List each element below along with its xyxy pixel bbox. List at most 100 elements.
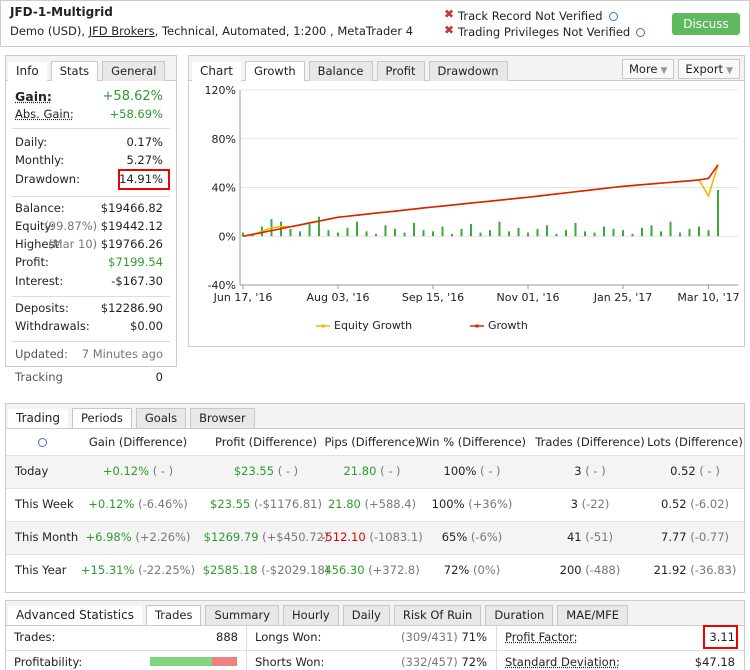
tab[interactable]: Growth [244, 61, 305, 81]
daily-bar [479, 232, 482, 237]
stat-label: Shorts Won: [255, 655, 325, 669]
stat-value: 3.11 [709, 630, 735, 644]
tab: Chart [192, 62, 241, 81]
growth-chart: -40% 0% 40% 80% 120% Jun 17, '16 Aug 03, '16 Se… [205, 84, 740, 332]
stat-label: Profit: [15, 255, 49, 269]
stat-value-box: 5.27% [126, 153, 163, 167]
period-label: This Year [15, 563, 67, 577]
tab-bar: Trading Periods Goals Browser [8, 408, 255, 428]
tab[interactable]: MAE/MFE [557, 605, 629, 625]
stat-label: Drawdown: [15, 172, 80, 186]
tab[interactable]: Daily [342, 605, 390, 625]
tab[interactable]: Balance [308, 61, 373, 81]
cell-difference: (+372.8) [368, 563, 420, 577]
daily-bar [413, 222, 415, 237]
stat-label: Highest: [15, 237, 63, 251]
tab[interactable]: Stats [50, 61, 99, 81]
daily-bar [441, 226, 444, 237]
tab[interactable]: Profit [376, 61, 425, 81]
stat-label: Longs Won: [255, 630, 322, 644]
tab[interactable]: Periods [72, 408, 132, 428]
stat-value-box: $47.18 [695, 655, 735, 669]
daily-bar [356, 221, 358, 237]
series-line [242, 164, 719, 238]
cell-difference: (-0.77) [690, 530, 729, 544]
stat-value: $19766.26 [100, 237, 163, 251]
menu-button[interactable]: More ▼ [621, 59, 675, 79]
column-header: Pips (Difference) [324, 435, 420, 449]
table-cell: +6.98% (+2.26%) [63, 530, 213, 544]
cell-value: 0.52 [661, 497, 687, 511]
stat-value-box: 14.91% [119, 172, 163, 186]
cell-difference: (0%) [473, 563, 501, 577]
table-cell: 21.80 (+588.4) [297, 497, 447, 511]
tab[interactable]: Browser [190, 408, 255, 428]
info-icon [609, 12, 618, 21]
tab[interactable]: Hourly [283, 605, 339, 625]
table-cell: 7.77 (-0.77) [620, 530, 750, 544]
table-cell: 200 (-488) [515, 563, 665, 577]
info-icon [38, 438, 47, 447]
legend-dot [321, 324, 325, 328]
cross-icon: ✖ [444, 7, 455, 21]
table-cell: $2585.18 (-$2029.18) [191, 563, 341, 577]
info-box [5, 55, 177, 367]
discuss-button[interactable]: Discuss [672, 13, 740, 35]
daily-bar [403, 232, 406, 237]
stat-value-box: 7 Minutes ago [82, 347, 163, 361]
tab[interactable]: General [102, 61, 166, 81]
menu-arrow: ▼ [660, 66, 668, 76]
tab-bar: Advanced Statistics Trades Summary Hourly Da… [8, 605, 629, 625]
menu-bar: More ▼ Export ▼ [621, 59, 740, 79]
tab[interactable]: Summary [205, 605, 280, 625]
daily-bar [546, 225, 548, 237]
highlight-box [703, 625, 738, 649]
column-header: Profit (Difference) [215, 435, 317, 449]
stat-value-box: +58.62% [103, 89, 163, 104]
cell-value: $1269.79 [203, 530, 259, 544]
table-cell: $23.55 (-$1176.81) [191, 497, 341, 511]
stat-value: 14.91% [119, 172, 163, 186]
tab[interactable]: Risk Of Ruin [393, 605, 482, 625]
tab[interactable]: Drawdown [428, 61, 508, 81]
menu-label: More [628, 62, 658, 76]
divider [12, 296, 170, 297]
cell-value: 72% [443, 563, 470, 577]
stat-note: (309/431) [401, 630, 458, 644]
table-cell: $23.55 ( - ) [191, 464, 341, 478]
row-divider [6, 650, 744, 651]
stat-value-box: 888 [216, 630, 238, 644]
menu-button[interactable]: Export ▼ [678, 59, 740, 79]
daily-bar [318, 216, 320, 237]
daily-bar [707, 230, 710, 237]
tab[interactable]: Duration [485, 605, 554, 625]
broker-link[interactable]: JFD Brokers [88, 24, 155, 38]
daily-bar [299, 231, 301, 237]
cell-value: -512.10 [321, 530, 366, 544]
tab[interactable]: Goals [135, 408, 187, 428]
cell-value: +0.12% [88, 497, 135, 511]
cell-difference: (-$2029.18) [261, 563, 330, 577]
daily-bar [631, 233, 634, 237]
y-tick-label: 0% [219, 230, 236, 243]
x-tick-label: Nov 01, '16 [497, 291, 560, 304]
column-divider [246, 626, 247, 670]
tab[interactable]: Trades [145, 605, 202, 625]
stat-value-box: 0.17% [126, 135, 163, 149]
profitability-win [150, 657, 212, 666]
daily-bar [679, 232, 681, 237]
stat-value: +58.69% [109, 107, 164, 121]
cell-value: 0.52 [670, 464, 696, 478]
stat-value: 5.27% [126, 153, 163, 167]
cell-difference: ( - ) [480, 464, 501, 478]
cell-value: 41 [566, 530, 582, 544]
cell-difference: (-6%) [470, 530, 503, 544]
stat-value-box: (309/431) 71% [401, 630, 487, 644]
daily-bar [641, 227, 643, 237]
stat-label: Daily: [15, 135, 48, 149]
daily-bar [460, 228, 463, 237]
account-line: Demo (USD), JFD Brokers, Technical, Auto… [10, 24, 413, 38]
table-cell: 100% (+36%) [397, 497, 547, 511]
daily-bar [422, 230, 425, 237]
cell-difference: (-22) [581, 497, 610, 511]
